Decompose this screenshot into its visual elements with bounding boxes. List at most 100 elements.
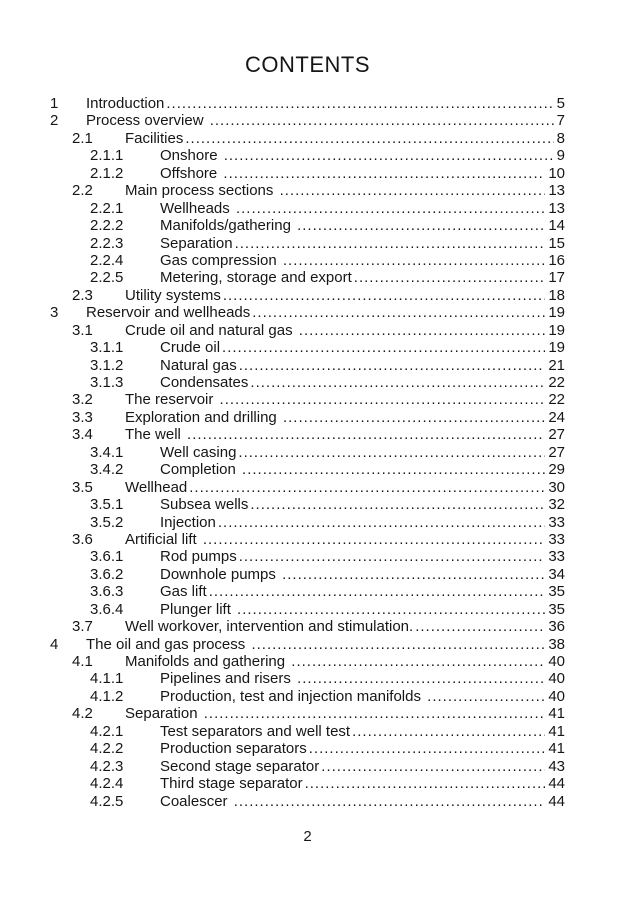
dot-leader: ........................................… [238,356,546,374]
toc-entry[interactable]: 4.2.5 Coalescer .........................… [50,793,565,810]
toc-entry-page: 40 [548,687,565,705]
toc-entry-title: Downhole pumps [160,565,281,583]
toc-entry[interactable]: 4.1.2 Production, test and injection mani… [50,688,565,705]
toc-entry[interactable]: 3.6.4 Plunger lift ......................… [50,601,565,618]
toc-entry[interactable]: 3.5.2 Injection..........................… [50,514,565,531]
toc-entry-title: Onshore [160,147,222,165]
toc-entry[interactable]: 2.2.1 Wellheads .........................… [50,200,565,217]
toc-entry[interactable]: 3.1.2 Natural gas........................… [50,357,565,374]
toc-entry[interactable]: 3.5 Wellhead.............................… [50,479,565,496]
toc-entry[interactable]: 3.1.1 Crude oil..........................… [50,339,565,356]
dot-leader: ........................................… [297,670,546,688]
toc-entry[interactable]: 4.2.2 Production separators..............… [50,740,565,757]
dot-leader: ........................................… [282,408,545,426]
toc-entry-title: Well workover, intervention and stimulat… [125,618,414,636]
toc-entry-number: 3.6.2 [90,565,124,583]
toc-entry-title: The well [125,426,186,444]
page-number-footer: 2 [303,828,312,845]
dot-leader: ........................................… [321,757,545,775]
toc-entry-title: Plunger lift [160,600,236,618]
dot-leader: ........................................… [203,705,546,723]
toc-entry-number: 3.4.1 [90,443,124,461]
toc-entry[interactable]: 3.1.3 Condensates........................… [50,374,565,391]
dot-leader: ........................................… [166,95,554,112]
toc-entry[interactable]: 3.6.1 Rod pumps..........................… [50,548,565,565]
toc-entry-title: Artificial lift [125,530,201,548]
toc-entry[interactable]: 3.6.2 Downhole pumps ....................… [50,566,565,583]
toc-entry-page: 33 [548,513,565,531]
toc-entry-title: Reservoir and wellheads [86,304,251,322]
toc-entry[interactable]: 3.6.3 Gas lift...........................… [50,583,565,600]
dot-leader: ........................................… [242,461,546,479]
dot-leader: ........................................… [187,426,545,444]
toc-entry[interactable]: 3.4.2 Completion ........................… [50,461,565,478]
toc-entry-page: 19 [548,339,565,357]
dot-leader: ........................................… [308,740,546,758]
dot-leader: ........................................… [222,286,546,304]
toc-entry-page: 13 [548,199,565,217]
toc-entry-title: Completion [160,461,241,479]
toc-entry[interactable]: 2.1 Facilities...........................… [50,130,565,147]
dot-leader: ........................................… [427,687,545,705]
toc-entry[interactable]: 2.2 Main process sections ...............… [50,182,565,199]
toc-entry[interactable]: 2.2.3 Separation.........................… [50,235,565,252]
toc-entry-page: 41 [548,722,565,740]
dot-leader: ........................................… [252,304,545,322]
toc-entry-title: Gas lift [160,583,207,601]
toc-entry[interactable]: 3.4.1 Well casing........................… [50,444,565,461]
toc-entry-title: Gas compression [160,251,281,269]
toc-entry[interactable]: 1 Introduction...........................… [50,95,565,112]
dot-leader: ........................................… [291,653,545,670]
toc-entry[interactable]: 2.1.1 Onshore ...........................… [50,147,565,164]
toc-entry-title: Metering, storage and export [160,269,352,287]
dot-leader: ........................................… [238,443,546,461]
toc-entry[interactable]: 4.1 Manifolds and gathering .............… [50,653,565,670]
dot-leader: ........................................… [251,635,545,653]
toc-entry[interactable]: 2.2.2 Manifolds/gathering ...............… [50,217,565,234]
toc-entry-number: 3.7 [72,618,93,636]
toc-entry-number: 4.2.5 [90,792,124,810]
toc-entry-page: 29 [548,461,565,479]
toc-entry[interactable]: 3.7 Well workover, intervention and stimu… [50,618,565,635]
toc-entry[interactable]: 4.2.3 Second stage separator.............… [50,758,565,775]
toc-entry[interactable]: 2.2.5 Metering, storage and export.......… [50,269,565,286]
toc-entry[interactable]: 2 Process overview ......................… [50,112,565,129]
toc-entry[interactable]: 4.2.1 Test separators and well test......… [50,723,565,740]
dot-leader: ........................................… [250,374,545,391]
toc-entry[interactable]: 2.1.2 Offshore ..........................… [50,165,565,182]
toc-entry[interactable]: 3 Reservoir and wellheads................… [50,304,565,321]
toc-entry-title: Third stage separator [160,775,303,793]
toc-entry-page: 24 [548,408,565,426]
toc-entry-page: 33 [548,548,565,566]
toc-entry-title: The reservoir [125,391,218,409]
toc-entry-page: 40 [548,653,565,670]
toc-entry[interactable]: 4.2.4 Third stage separator..............… [50,775,565,792]
toc-entry-number: 4.2.3 [90,757,124,775]
toc-entry-title: Second stage separator [160,757,320,775]
toc-entry-number: 3.5.2 [90,513,124,531]
toc-entry[interactable]: 3.2 The reservoir .......................… [50,391,565,408]
dot-leader: ........................................… [219,391,546,409]
toc-entry-number: 3.6.4 [90,600,124,618]
toc-entry[interactable]: 4.1.1 Pipelines and risers ..............… [50,670,565,687]
toc-entry-title: Subsea wells [160,496,249,514]
toc-entry[interactable]: 2.3 Utility systems......................… [50,287,565,304]
toc-entry-title: Manifolds/gathering [160,217,296,235]
toc-entry-number: 2.1.2 [90,164,124,182]
toc-entry[interactable]: 2.2.4 Gas compression ...................… [50,252,565,269]
toc-entry-number: 4.1.2 [90,687,124,705]
toc-entry-page: 33 [548,530,565,548]
toc-entry[interactable]: 4.2 Separation ..........................… [50,705,565,722]
toc-entry-number: 2.2.3 [90,234,124,252]
toc-entry[interactable]: 3.3 Exploration and drilling ............… [50,409,565,426]
toc-entry[interactable]: 4 The oil and gas process ...............… [50,636,565,653]
toc-entry[interactable]: 3.1 Crude oil and natural gas ...........… [50,322,565,339]
toc-entry-number: 3.6.1 [90,548,124,566]
toc-entry[interactable]: 3.6 Artificial lift .....................… [50,531,565,548]
toc-entry-title: Exploration and drilling [125,408,281,426]
toc-entry-title: Introduction [86,95,165,112]
toc-entry[interactable]: 3.4 The well ............................… [50,426,565,443]
toc-entry-number: 4.2 [72,705,93,723]
toc-entry[interactable]: 3.5.1 Subsea wells.......................… [50,496,565,513]
